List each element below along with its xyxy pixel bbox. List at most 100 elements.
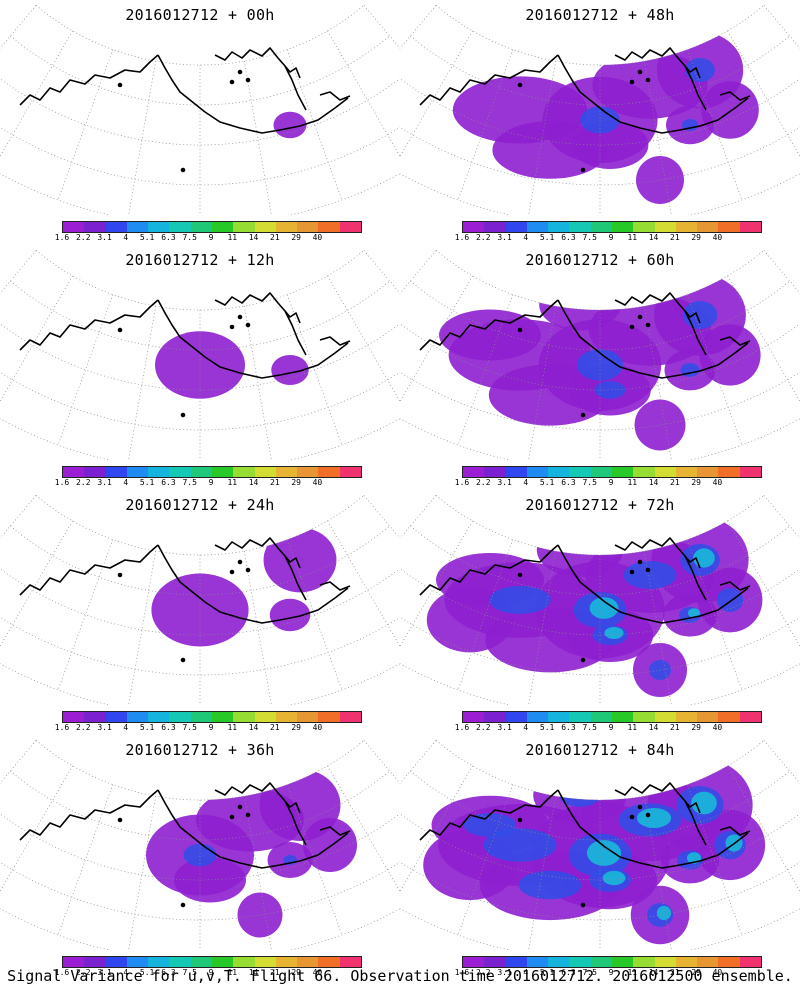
colorbar-swatch — [675, 712, 698, 722]
forecast-panel: 2016012712 + 84h 1.6 2.2 3.1 4 5.1 6.3 7.5 9 11 14… — [400, 735, 800, 980]
colorbar-swatch — [697, 712, 719, 722]
colorbar-tick-label: 4 — [523, 233, 529, 242]
colorbar-tick-label: 29 — [291, 723, 301, 732]
colorbar-swatch — [654, 957, 676, 967]
colorbar-swatch — [190, 957, 212, 967]
colorbar-tick-label: 14 — [648, 478, 659, 487]
colorbar-tick-label: 1.6 — [454, 233, 470, 242]
colorbar-tick-label: 21 — [270, 968, 280, 977]
colorbar-swatch — [611, 222, 634, 232]
colorbar-tick-label: 40 — [712, 233, 723, 242]
colorbar-tick-label: 11 — [627, 723, 638, 732]
colorbar-tick-label: 2.2 — [76, 723, 91, 732]
colorbar-tick-label: 4 — [123, 233, 129, 242]
colorbar-swatch — [169, 222, 191, 232]
colorbar-swatch — [590, 222, 612, 232]
graticule — [400, 5, 800, 215]
colorbar — [462, 711, 762, 723]
colorbar-tick-label: 6.3 — [161, 478, 176, 487]
colorbar-swatch — [548, 712, 570, 722]
colorbar-tick-label: 4 — [523, 968, 529, 977]
polar-map — [400, 495, 800, 705]
coastline — [419, 782, 751, 908]
colorbar-swatch — [463, 467, 485, 477]
forecast-panel: 2016012712 + 36h 1.6 2.2 3.1 4 5.1 6.3 7.5 9 11 14… — [0, 735, 400, 980]
colorbar-tick-label: 5.1 — [539, 478, 555, 487]
colorbar-swatch — [233, 467, 255, 477]
colorbar-swatch — [463, 957, 485, 967]
variance-field — [439, 274, 761, 451]
colorbar-tick-label: 11 — [227, 723, 238, 732]
colorbar-swatch — [739, 222, 761, 232]
colorbar-swatch — [318, 957, 340, 967]
graticule — [400, 740, 800, 950]
colorbar-tick-label: 3.1 — [97, 968, 112, 977]
colorbar-swatch — [718, 222, 740, 232]
colorbar-swatch — [569, 957, 591, 967]
colorbar-tick-label: 7.5 — [582, 233, 597, 242]
colorbar-tick-label: 40 — [312, 233, 323, 242]
colorbar-tick-label: 7.5 — [582, 968, 597, 977]
colorbar-swatch — [548, 957, 570, 967]
panel-title: 2016012712 + 12h — [125, 251, 275, 269]
colorbar-tick-label: 7.5 — [582, 723, 597, 732]
panel-title: 2016012712 + 00h — [125, 6, 275, 24]
colorbar-swatch — [463, 222, 485, 232]
colorbar-tick-label: 14 — [648, 723, 659, 732]
colorbar-tick-label: 9 — [608, 968, 614, 977]
colorbar-tick-label: 3.1 — [497, 723, 512, 732]
colorbar-tick-label: 14 — [248, 478, 259, 487]
colorbar-labels: 1.6 2.2 3.1 4 5.1 6.3 7.5 9 11 14 21 29 40 — [455, 723, 760, 733]
colorbar-tick-label: 5.1 — [539, 968, 555, 977]
colorbar-swatch — [569, 467, 591, 477]
forecast-panel: 2016012712 + 60h 1.6 2.2 3.1 4 5.1 6.3 7.5 9 11 14… — [400, 245, 800, 490]
colorbar-swatch — [275, 467, 298, 477]
colorbar-labels: 1.6 2.2 3.1 4 5.1 6.3 7.5 9 11 14 21 29 40 — [455, 968, 760, 978]
forecast-panel: 2016012712 + 72h 1.6 2.2 3.1 4 5.1 6.3 7.5 9 11 14… — [400, 490, 800, 735]
colorbar-swatch — [126, 467, 149, 477]
colorbar-swatch — [526, 222, 549, 232]
colorbar-tick-label: 11 — [627, 233, 638, 242]
forecast-panel: 2016012712 + 48h 1.6 2.2 3.1 4 5.1 6.3 7.5 9 11 14… — [400, 0, 800, 245]
colorbar-swatch — [526, 957, 549, 967]
colorbar — [62, 221, 362, 233]
polar-map — [0, 740, 400, 950]
variance-field — [273, 111, 307, 139]
colorbar-swatch — [339, 222, 361, 232]
colorbar-swatch — [254, 712, 276, 722]
colorbar-tick-label: 2.2 — [76, 968, 91, 977]
colorbar-tick-label: 21 — [670, 968, 680, 977]
colorbar-swatch — [339, 467, 361, 477]
colorbar-swatch — [233, 712, 255, 722]
variance-field — [155, 331, 309, 399]
colorbar-swatch — [84, 467, 106, 477]
colorbar-tick-label: 7.5 — [182, 968, 197, 977]
colorbar-swatch — [484, 467, 506, 477]
colorbar-swatch — [254, 222, 276, 232]
figure-caption: Signal Variance for u,v,T. Flight 66. Ob… — [7, 967, 793, 985]
colorbar-swatch — [211, 712, 234, 722]
colorbar-tick-label: 40 — [312, 478, 323, 487]
colorbar-swatch — [63, 712, 85, 722]
colorbar-labels: 1.6 2.2 3.1 4 5.1 6.3 7.5 9 11 14 21 29 40 — [55, 478, 360, 488]
coastline — [419, 537, 751, 663]
colorbar-tick-label: 2.2 — [76, 478, 91, 487]
colorbar-tick-label: 40 — [712, 723, 723, 732]
panel-title: 2016012712 + 84h — [525, 741, 675, 759]
colorbar-tick-label: 21 — [270, 478, 280, 487]
colorbar — [62, 956, 362, 968]
colorbar-swatch — [739, 957, 761, 967]
colorbar-swatch — [505, 957, 527, 967]
colorbar-swatch — [63, 222, 85, 232]
colorbar-tick-label: 4 — [523, 723, 529, 732]
colorbar-tick-label: 9 — [208, 233, 214, 242]
colorbar-swatch — [297, 712, 319, 722]
colorbar-swatch — [275, 222, 298, 232]
colorbar-swatch — [739, 467, 761, 477]
colorbar-swatch — [126, 957, 149, 967]
colorbar-swatch — [590, 712, 612, 722]
colorbar-swatch — [675, 222, 698, 232]
colorbar-swatch — [569, 712, 591, 722]
colorbar-tick-label: 14 — [248, 968, 259, 977]
colorbar-tick-label: 3.1 — [97, 723, 112, 732]
